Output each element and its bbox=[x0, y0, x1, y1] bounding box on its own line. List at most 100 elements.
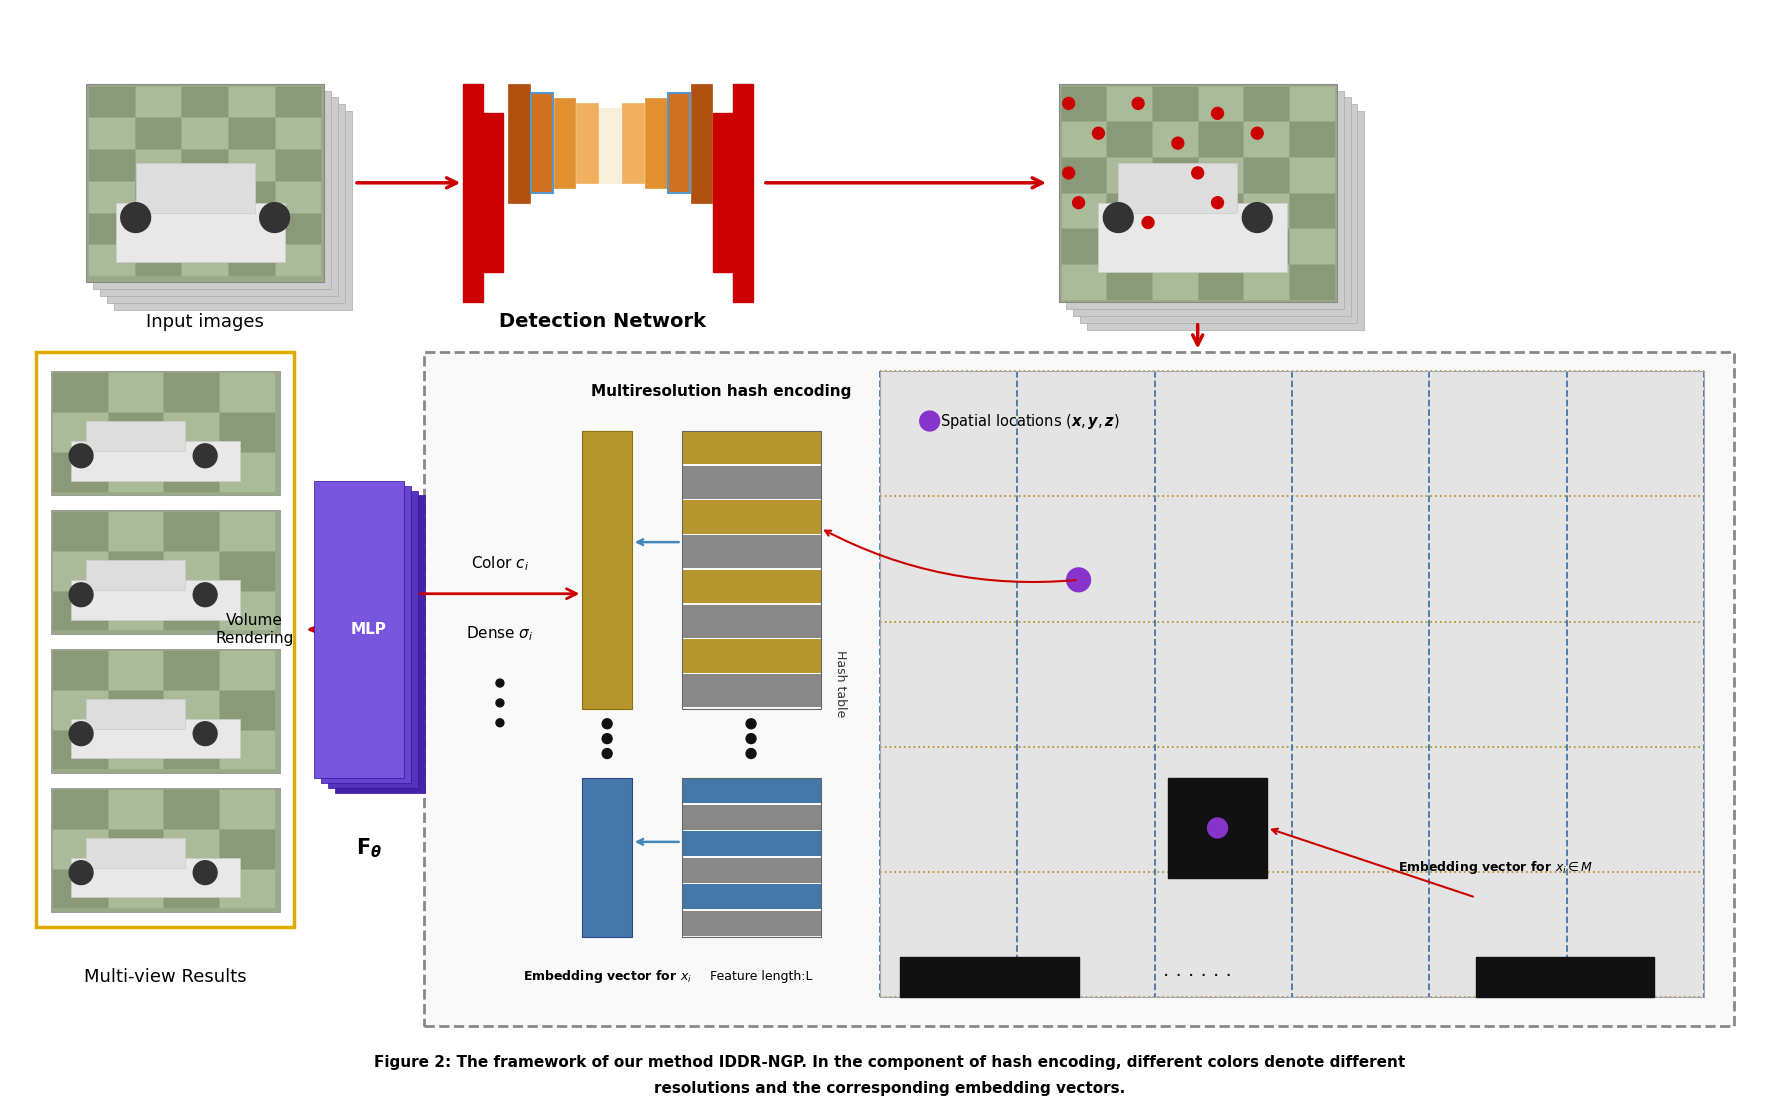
Bar bbox=[164, 731, 219, 769]
Text: Multiresolution hash encoding: Multiresolution hash encoding bbox=[591, 384, 851, 398]
Circle shape bbox=[1193, 167, 1203, 179]
Bar bbox=[164, 691, 219, 729]
Bar bbox=[221, 591, 274, 629]
Bar bbox=[1244, 266, 1289, 299]
Bar bbox=[582, 778, 632, 937]
Circle shape bbox=[194, 860, 217, 885]
Bar bbox=[682, 805, 821, 830]
Bar bbox=[691, 84, 712, 203]
Circle shape bbox=[1242, 203, 1273, 232]
Bar bbox=[1153, 123, 1196, 156]
Circle shape bbox=[602, 719, 612, 729]
Bar bbox=[182, 150, 228, 180]
Circle shape bbox=[1212, 196, 1223, 209]
Bar bbox=[135, 163, 255, 213]
Bar bbox=[682, 431, 821, 464]
Bar bbox=[52, 510, 279, 634]
Bar bbox=[107, 105, 345, 302]
Bar bbox=[276, 246, 320, 276]
Bar bbox=[1061, 158, 1105, 192]
Bar bbox=[1290, 123, 1333, 156]
Bar bbox=[135, 87, 180, 116]
Text: Input images: Input images bbox=[146, 312, 263, 330]
Bar bbox=[582, 431, 632, 709]
Bar bbox=[1290, 230, 1333, 263]
Bar bbox=[221, 731, 274, 769]
Text: $\mathbf{F}_{\boldsymbol{\theta}}$: $\mathbf{F}_{\boldsymbol{\theta}}$ bbox=[356, 836, 383, 859]
Bar bbox=[89, 118, 134, 148]
Bar bbox=[1198, 158, 1242, 192]
Bar bbox=[109, 512, 162, 550]
Text: Dense $\sigma_i$: Dense $\sigma_i$ bbox=[466, 624, 534, 643]
Circle shape bbox=[746, 719, 756, 729]
Bar bbox=[1153, 266, 1196, 299]
Circle shape bbox=[497, 719, 504, 727]
Bar bbox=[1290, 194, 1333, 228]
Bar bbox=[109, 591, 162, 629]
Circle shape bbox=[1212, 107, 1223, 119]
Bar bbox=[1244, 87, 1289, 121]
Bar bbox=[682, 778, 821, 804]
Bar bbox=[164, 869, 219, 907]
Bar bbox=[276, 118, 320, 148]
Bar bbox=[230, 246, 274, 276]
Bar bbox=[221, 413, 274, 451]
Circle shape bbox=[69, 722, 93, 745]
Circle shape bbox=[1104, 203, 1134, 232]
Bar bbox=[621, 104, 644, 183]
Text: Multi-view Results: Multi-view Results bbox=[84, 968, 247, 985]
Bar bbox=[230, 150, 274, 180]
Bar bbox=[109, 413, 162, 451]
Circle shape bbox=[194, 722, 217, 745]
Bar bbox=[71, 719, 240, 759]
Bar bbox=[230, 213, 274, 243]
Bar bbox=[89, 87, 134, 116]
Bar bbox=[1198, 87, 1242, 121]
Bar bbox=[53, 512, 107, 550]
Bar bbox=[1059, 84, 1337, 302]
Text: MLP: MLP bbox=[351, 622, 386, 637]
Text: · · · · · ·: · · · · · · bbox=[1164, 968, 1232, 987]
Circle shape bbox=[497, 680, 504, 687]
Text: resolutions and the corresponding embedding vectors.: resolutions and the corresponding embedd… bbox=[655, 1080, 1125, 1096]
Bar bbox=[85, 838, 185, 867]
Bar bbox=[335, 496, 424, 793]
Bar bbox=[109, 830, 162, 867]
Bar bbox=[1107, 158, 1152, 192]
Bar bbox=[682, 500, 821, 533]
Bar bbox=[1198, 266, 1242, 299]
Circle shape bbox=[602, 733, 612, 743]
Circle shape bbox=[1066, 568, 1091, 591]
Circle shape bbox=[920, 411, 940, 431]
Bar bbox=[315, 481, 404, 778]
Bar bbox=[1061, 266, 1105, 299]
Bar bbox=[1198, 123, 1242, 156]
Bar bbox=[164, 413, 219, 451]
Bar bbox=[1107, 266, 1152, 299]
Bar bbox=[164, 374, 219, 411]
Bar bbox=[89, 246, 134, 276]
Bar bbox=[1244, 123, 1289, 156]
Bar bbox=[276, 87, 320, 116]
Circle shape bbox=[497, 699, 504, 706]
Text: Spatial locations $(\boldsymbol{x}, \boldsymbol{y}, \boldsymbol{z})$: Spatial locations $(\boldsymbol{x}, \bol… bbox=[940, 412, 1120, 431]
Bar bbox=[682, 605, 821, 638]
Circle shape bbox=[1063, 167, 1075, 179]
Circle shape bbox=[746, 749, 756, 759]
Bar bbox=[1080, 105, 1358, 323]
Bar bbox=[85, 560, 185, 589]
Bar bbox=[668, 94, 689, 193]
Bar bbox=[53, 413, 107, 451]
Bar bbox=[554, 98, 575, 187]
Bar bbox=[182, 213, 228, 243]
Bar bbox=[109, 453, 162, 491]
Bar bbox=[1244, 194, 1289, 228]
Bar bbox=[109, 374, 162, 411]
FancyBboxPatch shape bbox=[424, 352, 1734, 1027]
Circle shape bbox=[602, 749, 612, 759]
Bar bbox=[53, 830, 107, 867]
Circle shape bbox=[1093, 127, 1104, 140]
Bar bbox=[276, 182, 320, 212]
Bar bbox=[1107, 230, 1152, 263]
Bar bbox=[53, 652, 107, 689]
